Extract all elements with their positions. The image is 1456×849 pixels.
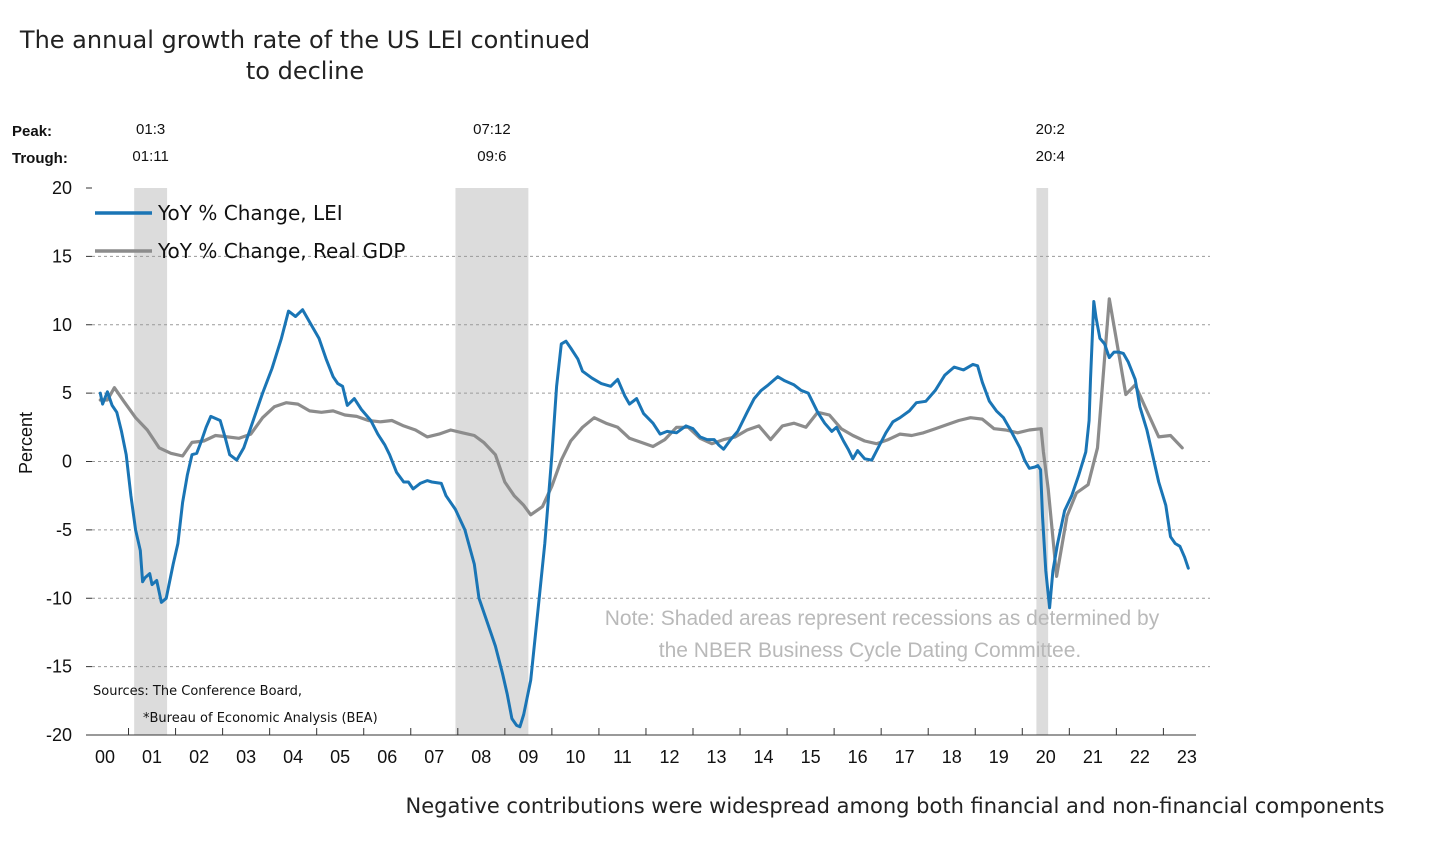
x-tick-label: 03 bbox=[236, 747, 256, 767]
x-tick-label: 17 bbox=[895, 747, 915, 767]
y-tick-label: -5 bbox=[56, 520, 72, 540]
x-tick-label: 07 bbox=[424, 747, 444, 767]
chart-title: The annual growth rate of the US LEI con… bbox=[19, 26, 590, 54]
y-tick-label: 5 bbox=[62, 383, 72, 403]
y-tick-label: 0 bbox=[62, 452, 72, 472]
legend: YoY % Change, LEI YoY % Change, Real GDP bbox=[95, 201, 405, 263]
series-line-gdp bbox=[98, 297, 1184, 578]
x-tick-label: 06 bbox=[377, 747, 397, 767]
x-tick-label: 15 bbox=[801, 747, 821, 767]
x-tick-label: 08 bbox=[471, 747, 491, 767]
x-tick-label: 19 bbox=[989, 747, 1009, 767]
x-tick-label: 04 bbox=[283, 747, 303, 767]
x-tick-label: 22 bbox=[1130, 747, 1150, 767]
series-lines bbox=[98, 297, 1190, 729]
recession-trough-1: 09:6 bbox=[477, 148, 506, 165]
x-tick-label: 14 bbox=[754, 747, 774, 767]
y-tick-label: -10 bbox=[46, 588, 72, 608]
sources-line-2: *Bureau of Economic Analysis (BEA) bbox=[143, 711, 378, 726]
recession-band-0 bbox=[134, 188, 168, 735]
sources-line-1: Sources: The Conference Board, bbox=[93, 684, 302, 699]
x-tick-label: 16 bbox=[848, 747, 868, 767]
x-tick-label: 10 bbox=[565, 747, 585, 767]
chart-caption: Negative contributions were widespread a… bbox=[406, 794, 1385, 818]
y-tick-label: 20 bbox=[52, 178, 72, 198]
legend-label-lei: YoY % Change, LEI bbox=[157, 201, 343, 225]
recession-peak-1: 07:12 bbox=[473, 121, 511, 138]
note-line-2: the NBER Business Cycle Dating Committee… bbox=[659, 639, 1082, 662]
y-tick-label: -20 bbox=[46, 725, 72, 745]
x-tick-label: 00 bbox=[95, 747, 115, 767]
legend-label-gdp: YoY % Change, Real GDP bbox=[157, 239, 405, 263]
x-tick-label: 20 bbox=[1036, 747, 1056, 767]
recession-band-1 bbox=[455, 188, 529, 735]
x-tick-label: 18 bbox=[942, 747, 962, 767]
y-axis-label: Percent bbox=[16, 412, 36, 474]
y-tick-label: 15 bbox=[52, 246, 72, 266]
y-tick-label: -15 bbox=[46, 657, 72, 677]
x-tick-label: 13 bbox=[707, 747, 727, 767]
y-tick-label: 10 bbox=[52, 315, 72, 335]
x-tick-label: 11 bbox=[613, 747, 632, 767]
recession-trough-0: 01:11 bbox=[132, 148, 168, 165]
recession-trough-2: 20:4 bbox=[1036, 148, 1065, 165]
gridlines bbox=[92, 255, 1210, 668]
trough-label: Trough: bbox=[12, 150, 68, 167]
x-tick-label: 05 bbox=[330, 747, 350, 767]
x-tick-label: 01 bbox=[142, 747, 162, 767]
series-line-lei bbox=[98, 300, 1190, 729]
x-tick-label: 21 bbox=[1083, 747, 1103, 767]
x-tick-label: 02 bbox=[189, 747, 209, 767]
peak-label: Peak: bbox=[12, 123, 52, 140]
chart-title-line2: to decline bbox=[246, 57, 364, 85]
x-tick-label: 23 bbox=[1177, 747, 1197, 767]
note-line-1: Note: Shaded areas represent recessions … bbox=[605, 607, 1160, 630]
x-tick-label: 09 bbox=[518, 747, 538, 767]
recession-peak-2: 20:2 bbox=[1036, 121, 1065, 138]
x-tick-label: 12 bbox=[659, 747, 679, 767]
recession-peak-0: 01:3 bbox=[136, 121, 165, 138]
